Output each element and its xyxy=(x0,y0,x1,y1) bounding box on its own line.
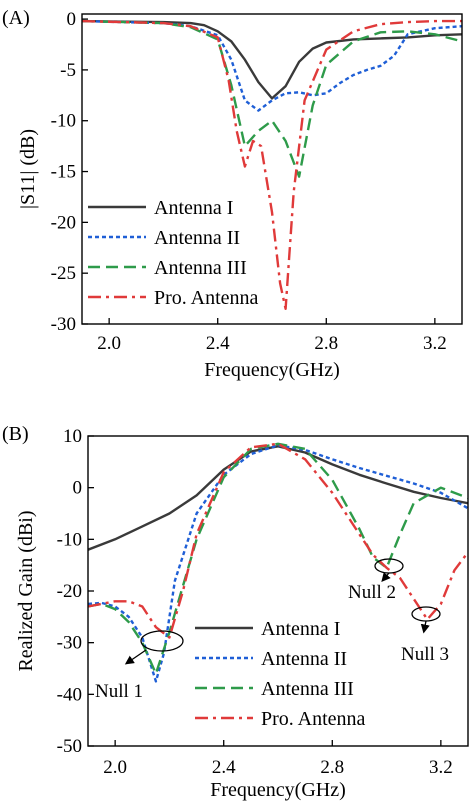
x-tick-label: 2.8 xyxy=(320,757,344,778)
legend-label: Antenna III xyxy=(261,678,354,700)
x-tick-label: 2.0 xyxy=(103,757,127,778)
legend-label: Antenna III xyxy=(154,257,247,279)
series-line-antenna-i xyxy=(88,445,468,551)
y-axis-label: Realized Gain (dBi) xyxy=(15,510,37,671)
legend: Antenna I Antenna II Antenna III Pro. Anten… xyxy=(88,197,259,309)
null-1-label: Null 1 xyxy=(95,681,143,702)
panel-a: (A) 2.0 2.4 2.8 3.2 0 -5 -10 -15 -20 -25 -30 Frequ… xyxy=(2,7,463,381)
x-tick-label: 2.4 xyxy=(212,757,236,778)
y-tick-label: -40 xyxy=(57,684,82,705)
y-tick-label: -10 xyxy=(51,111,76,132)
y-tick-label: -20 xyxy=(51,212,76,233)
y-tick-label: -5 xyxy=(60,60,76,81)
y-tick-label: 0 xyxy=(67,9,77,30)
series-line-pro-antenna xyxy=(88,442,468,639)
y-tick-label: -30 xyxy=(57,633,82,654)
legend-label: Antenna I xyxy=(154,197,233,219)
panel-label: (B) xyxy=(2,423,29,445)
null-2-arrow xyxy=(381,572,391,582)
x-tick-label: 2.8 xyxy=(314,333,338,354)
y-axis-label: |S11| (dB) xyxy=(17,129,39,209)
panel-b: (B) 2.0 2.4 2.8 3.2 10 0 -10 -20 -30 -40 -50 Frequ… xyxy=(2,423,469,801)
y-tick-label: -10 xyxy=(57,529,82,550)
legend-label: Antenna II xyxy=(261,648,347,670)
null-1-arrow xyxy=(124,649,147,665)
y-tick-label: -15 xyxy=(51,162,76,183)
null-2-label: Null 2 xyxy=(348,582,396,603)
legend-label: Antenna II xyxy=(154,227,240,249)
plot-frame xyxy=(81,13,463,325)
null-3-marker xyxy=(411,606,441,622)
null-annotations: Null 1 Null 2 Null 3 xyxy=(95,558,449,702)
y-tick-label: -20 xyxy=(57,581,82,602)
panel-label: (A) xyxy=(2,7,30,29)
x-axis-label: Frequency(GHz) xyxy=(210,779,346,801)
y-tick-label: 0 xyxy=(73,478,83,499)
series-line-antenna-iii xyxy=(82,19,462,178)
x-tick-label: 2.0 xyxy=(97,333,121,354)
null-3-label: Null 3 xyxy=(401,644,449,665)
null-1-marker xyxy=(140,630,184,652)
legend-label: Antenna I xyxy=(261,618,340,640)
x-tick-label: 2.4 xyxy=(206,333,230,354)
x-axis-label: Frequency(GHz) xyxy=(204,359,340,381)
legend-label: Pro. Antenna xyxy=(154,287,259,309)
y-tick-label: -50 xyxy=(57,736,82,757)
y-tick-label: 10 xyxy=(63,426,82,447)
y-tick-label: -30 xyxy=(51,314,76,335)
series-line-antenna-i xyxy=(82,19,462,100)
series-line-antenna-ii xyxy=(82,19,462,112)
series-line-antenna-ii xyxy=(88,444,468,683)
y-tick-label: -25 xyxy=(51,263,76,284)
null-3-arrow xyxy=(420,620,430,634)
series-line-pro-antenna xyxy=(82,19,462,310)
legend-label: Pro. Antenna xyxy=(261,708,366,730)
x-tick-label: 3.2 xyxy=(423,333,447,354)
legend: Antenna I Antenna II Antenna III Pro. Anten… xyxy=(195,618,366,730)
x-tick-label: 3.2 xyxy=(429,757,453,778)
